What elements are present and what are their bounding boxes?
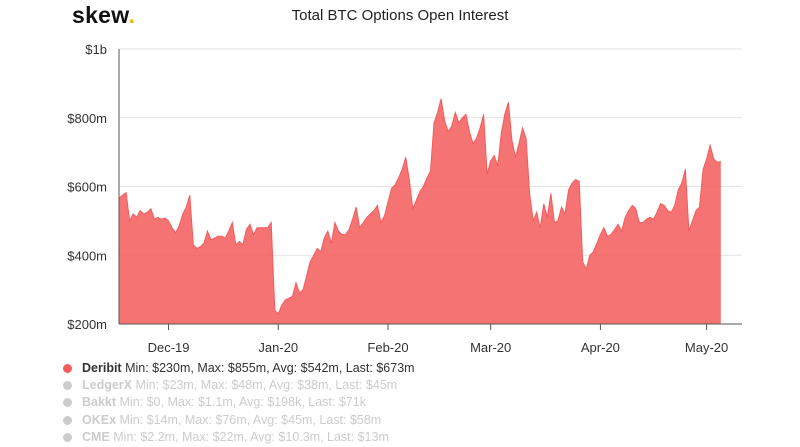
legend-series-name: Deribit [82,361,122,375]
legend-series-stats: Min: $23m, Max: $48m, Avg: $38m, Last: $… [132,378,398,393]
x-tick-label: May-20 [685,340,728,355]
y-tick-label: $800m [67,111,107,126]
y-tick-label: $400m [67,248,107,263]
legend-item-deribit[interactable]: Deribit Min: $230m, Max: $855m, Avg: $54… [60,360,415,377]
legend-series-stats: Min: $2.2m, Max: $22m, Avg: $10.3m, Last… [109,429,389,444]
legend-series-name: OKEx [82,412,117,427]
legend-marker-icon [63,432,72,442]
y-tick-label: $1b [85,42,107,57]
series-area-deribit [119,98,721,324]
legend-marker-icon [63,415,72,425]
legend-marker-icon [63,398,72,408]
logo-dot: . [128,2,136,28]
series-line-deribit [118,98,721,315]
x-tick-label: Mar-20 [470,340,511,355]
y-tick-label: $600m [67,180,107,195]
legend-item-ledgerx[interactable]: LedgerX Min: $23m, Max: $48m, Avg: $38m,… [60,377,415,394]
legend-marker-icon [63,381,72,391]
x-tick-label: Feb-20 [367,340,408,355]
legend-item-cme[interactable]: CME Min: $2.2m, Max: $22m, Avg: $10.3m, … [60,429,415,446]
legend-series-stats: Min: $14m, Max: $76m, Avg: $45m, Last: $… [116,412,382,427]
x-tick-label: Apr-20 [581,340,620,355]
legend-marker-icon [63,364,72,373]
legend-item-bakkt[interactable]: Bakkt Min: $0, Max: $1.1m, Avg: $198k, L… [60,394,415,411]
chart-title: Total BTC Options Open Interest [291,7,509,24]
y-tick-label: $200m [67,317,107,332]
x-tick-label: Jan-20 [258,340,298,355]
legend-series-stats: Min: $230m, Max: $855m, Avg: $542m, Last… [121,361,415,375]
legend-series-stats: Min: $0, Max: $1.1m, Avg: $198k, Last: $… [116,395,366,410]
legend-series-name: Bakkt [82,395,117,410]
skew-logo: skew. [72,2,135,29]
x-tick-label: Dec-19 [148,340,190,355]
chart-legend: Deribit Min: $230m, Max: $855m, Avg: $54… [60,360,415,446]
legend-item-okex[interactable]: OKEx Min: $14m, Max: $76m, Avg: $45m, La… [60,412,415,429]
legend-series-name: LedgerX [82,378,133,393]
legend-series-name: CME [82,429,110,444]
logo-text: skew [72,2,129,28]
